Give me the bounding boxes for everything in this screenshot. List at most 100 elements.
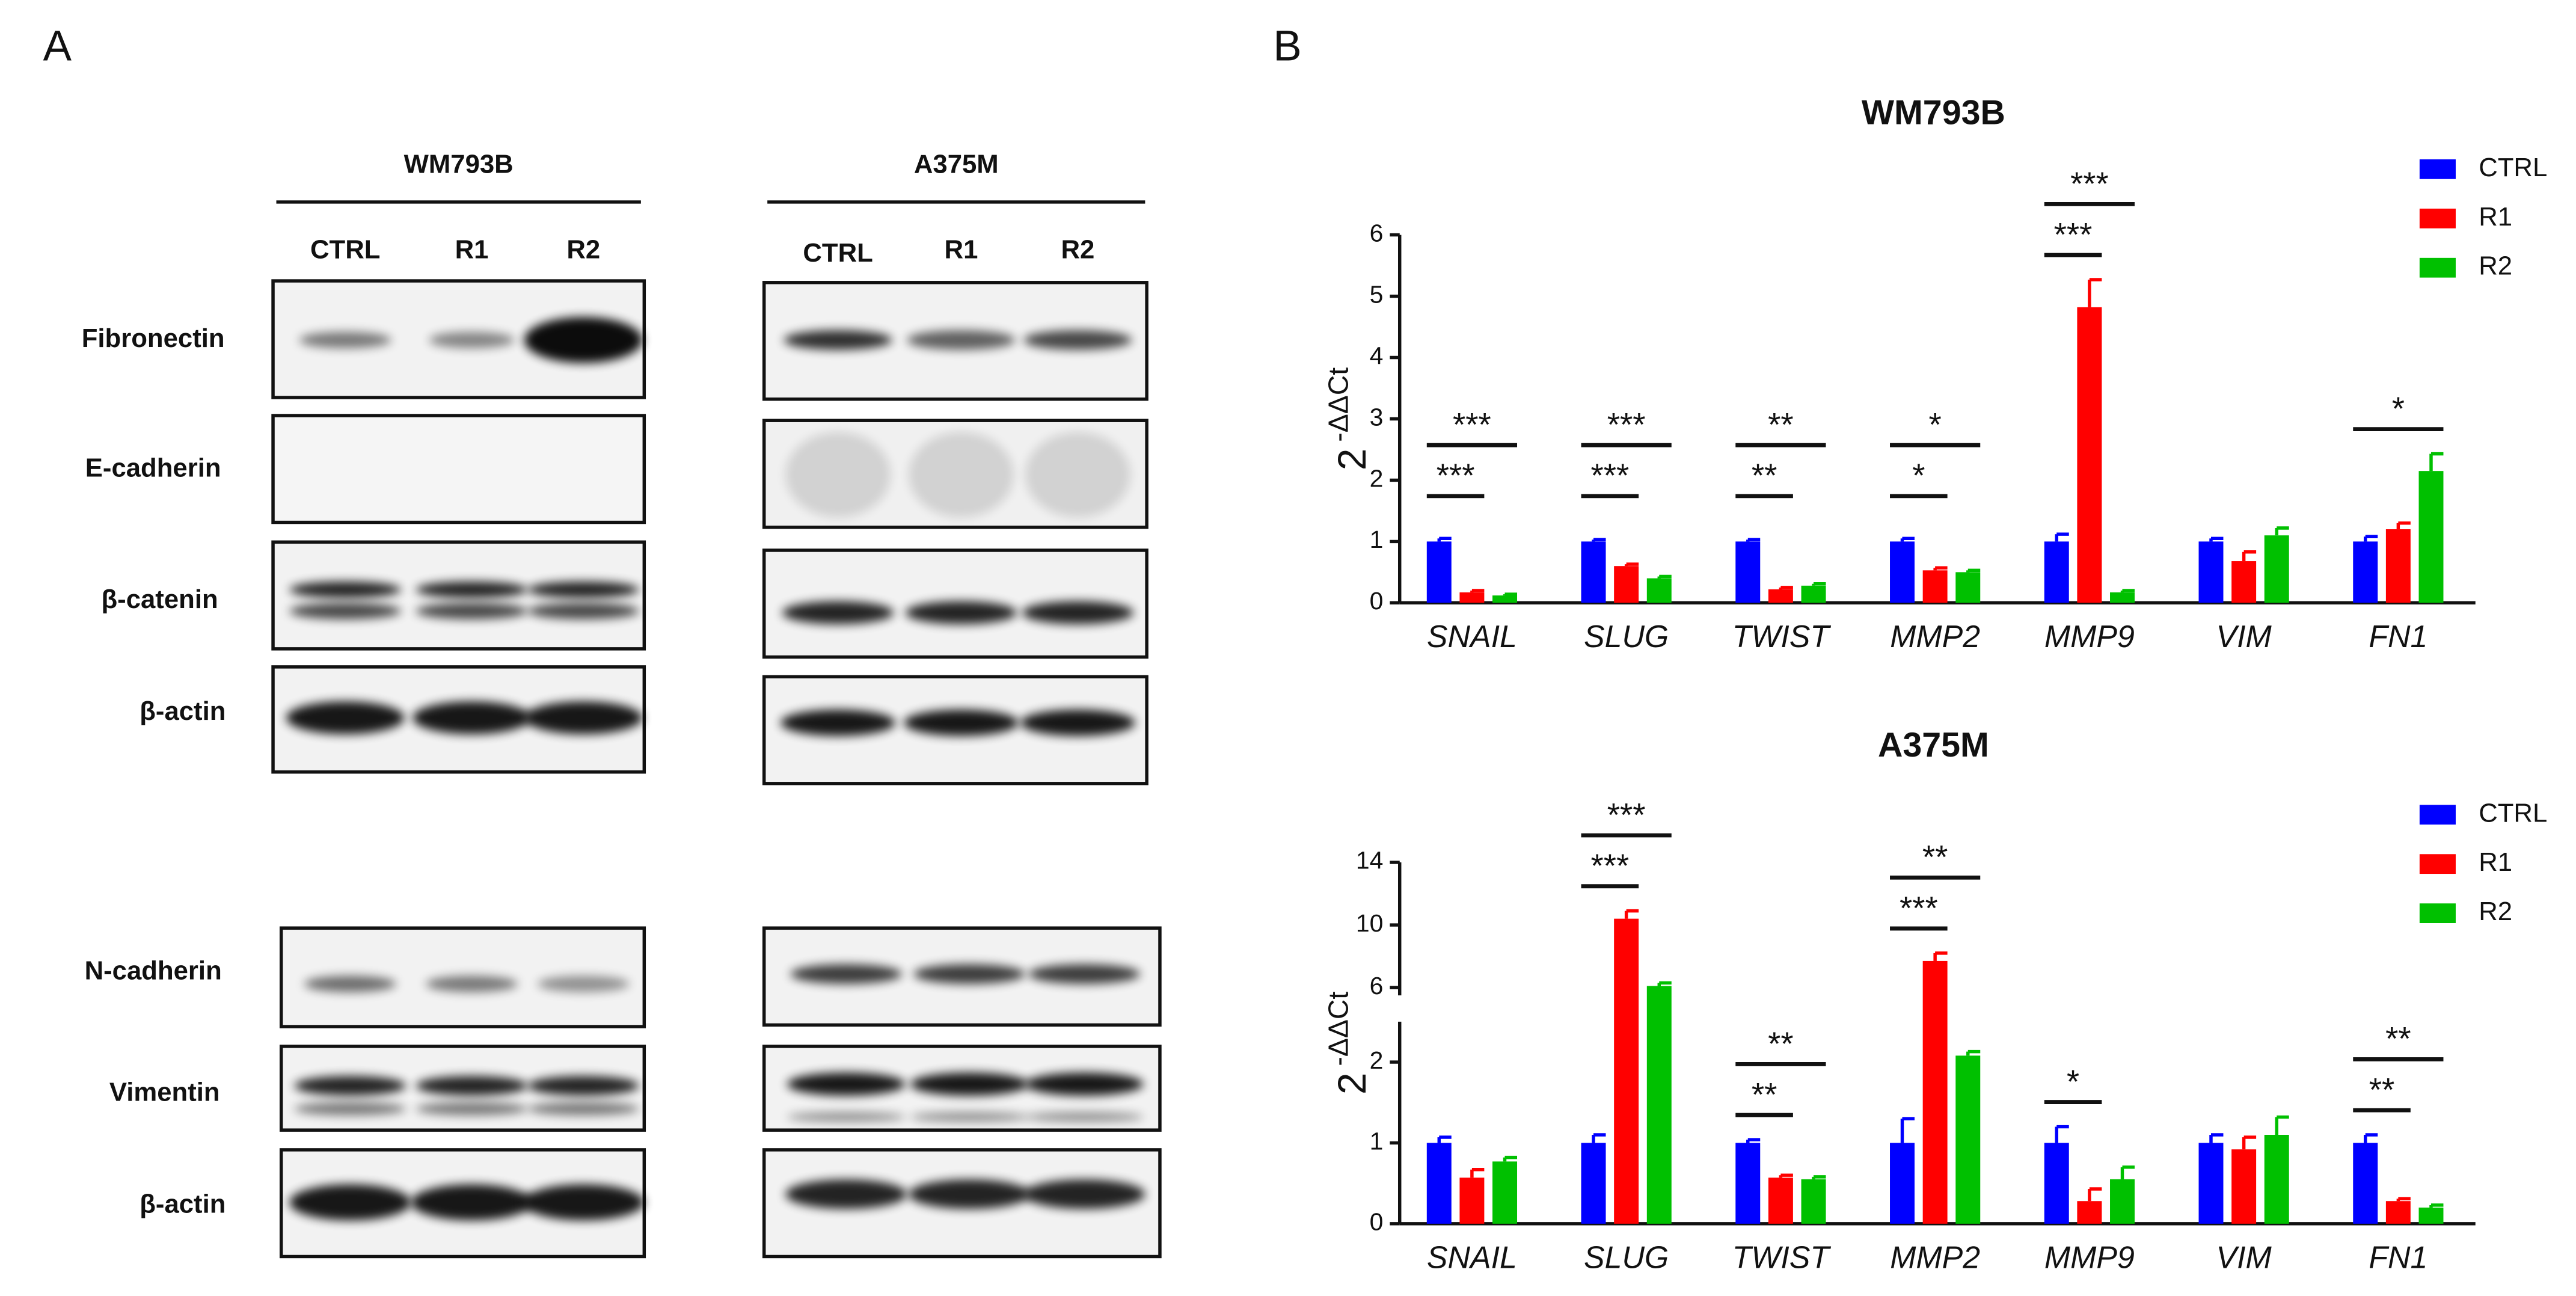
x-tick-label: MMP9 bbox=[2044, 619, 2135, 654]
blot-band bbox=[527, 1102, 640, 1116]
y-tick-label: 2 bbox=[1370, 464, 1384, 492]
bar bbox=[2418, 471, 2444, 603]
bar bbox=[1735, 541, 1761, 603]
bar bbox=[1426, 1143, 1452, 1224]
blot-band bbox=[416, 1076, 528, 1096]
bar bbox=[1581, 1143, 1606, 1224]
x-tick-label: SLUG bbox=[1584, 619, 1669, 654]
blot-band bbox=[416, 603, 528, 619]
blot-band bbox=[304, 975, 396, 992]
bar bbox=[1922, 960, 1948, 1224]
y-tick-label: 14 bbox=[1356, 847, 1384, 874]
y-label-exponent: -ΔΔCt bbox=[1323, 367, 1354, 442]
blot-band bbox=[524, 701, 643, 734]
significance-label: *** bbox=[1590, 457, 1629, 494]
blot-band bbox=[527, 1076, 640, 1096]
blot-band bbox=[780, 709, 896, 736]
bar bbox=[1492, 595, 1518, 603]
x-tick-label: FN1 bbox=[2369, 619, 2427, 654]
x-tick-label: TWIST bbox=[1732, 619, 1832, 654]
bar bbox=[1426, 541, 1452, 603]
lane-label: R2 bbox=[566, 235, 600, 264]
bar bbox=[1646, 578, 1672, 603]
x-tick-label: FN1 bbox=[2369, 1240, 2427, 1275]
blot-band bbox=[785, 432, 891, 518]
legend-swatch bbox=[2419, 208, 2456, 229]
bar bbox=[1801, 1179, 1826, 1224]
significance-label: ** bbox=[1922, 839, 1948, 876]
x-tick-label: SNAIL bbox=[1427, 619, 1517, 654]
legend-swatch bbox=[2419, 805, 2456, 825]
significance-label: * bbox=[1929, 407, 1942, 443]
bar bbox=[2231, 561, 2257, 603]
significance-label: *** bbox=[1607, 407, 1646, 443]
bar bbox=[2385, 1201, 2411, 1224]
significance-label: *** bbox=[1437, 457, 1475, 494]
bar bbox=[2198, 1143, 2224, 1224]
blot-band bbox=[1023, 330, 1132, 350]
y-tick-label: 6 bbox=[1370, 219, 1384, 247]
significance-label: ** bbox=[1752, 457, 1777, 494]
blot-band bbox=[907, 330, 1016, 350]
blot-band bbox=[527, 603, 640, 619]
blot-frame bbox=[271, 414, 646, 524]
protein-label: N-cadherin bbox=[85, 956, 222, 985]
bar bbox=[1614, 566, 1639, 603]
bar bbox=[1890, 541, 1915, 603]
y-label-base: 2 bbox=[1330, 449, 1374, 470]
bar bbox=[2077, 307, 2102, 603]
blot-band bbox=[910, 1112, 1029, 1122]
lane-label: R1 bbox=[945, 235, 978, 264]
y-tick-label: 6 bbox=[1370, 972, 1384, 1000]
y-tick-label: 1 bbox=[1370, 526, 1384, 553]
x-tick-label: MMP2 bbox=[1890, 1240, 1980, 1275]
blot-band bbox=[426, 975, 518, 992]
blot-band bbox=[527, 581, 640, 598]
chart-title: A375M bbox=[1878, 726, 1989, 764]
blot-band bbox=[1022, 601, 1134, 624]
blot-band bbox=[1023, 1179, 1145, 1209]
bar bbox=[1735, 1143, 1761, 1224]
bar bbox=[2385, 529, 2411, 603]
y-tick-label: 0 bbox=[1370, 1208, 1384, 1236]
blot-band bbox=[299, 331, 391, 349]
lane-label: CTRL bbox=[310, 235, 380, 264]
bar bbox=[2044, 1143, 2069, 1224]
panel-label: A bbox=[43, 23, 72, 70]
legend-swatch bbox=[2419, 854, 2456, 874]
protein-label: β-catenin bbox=[102, 585, 218, 614]
bar bbox=[1801, 585, 1826, 603]
blot-band bbox=[1028, 964, 1141, 984]
bar bbox=[1492, 1161, 1518, 1224]
legend-label: R1 bbox=[2479, 202, 2512, 232]
protein-label: β-actin bbox=[140, 696, 225, 726]
bar bbox=[2110, 592, 2135, 603]
blot-band bbox=[784, 330, 892, 350]
panel-label: B bbox=[1273, 23, 1301, 70]
bar bbox=[1459, 1178, 1485, 1224]
y-tick-label: 3 bbox=[1370, 403, 1384, 431]
blot-band bbox=[523, 1184, 645, 1221]
blot-band bbox=[905, 601, 1017, 624]
y-tick-label: 10 bbox=[1356, 909, 1384, 937]
chart-title: WM793B bbox=[1862, 93, 2005, 132]
x-tick-label: TWIST bbox=[1732, 1240, 1832, 1275]
legend-label: R2 bbox=[2479, 897, 2512, 926]
legend-swatch bbox=[2419, 903, 2456, 923]
protein-label: β-actin bbox=[140, 1189, 225, 1218]
significance-label: *** bbox=[1590, 847, 1629, 884]
bar bbox=[2353, 541, 2378, 603]
lane-label: CTRL bbox=[803, 238, 872, 268]
bar bbox=[1581, 541, 1606, 603]
y-label-base: 2 bbox=[1330, 1073, 1374, 1095]
x-tick-label: MMP9 bbox=[2044, 1240, 2135, 1275]
blot-band bbox=[909, 1179, 1031, 1209]
y-tick-label: 0 bbox=[1370, 587, 1384, 615]
protein-label: Fibronectin bbox=[82, 324, 225, 353]
blot-band bbox=[903, 709, 1019, 736]
legend-swatch bbox=[2419, 159, 2456, 179]
bar bbox=[2264, 1135, 2289, 1224]
bar bbox=[1955, 572, 1981, 603]
